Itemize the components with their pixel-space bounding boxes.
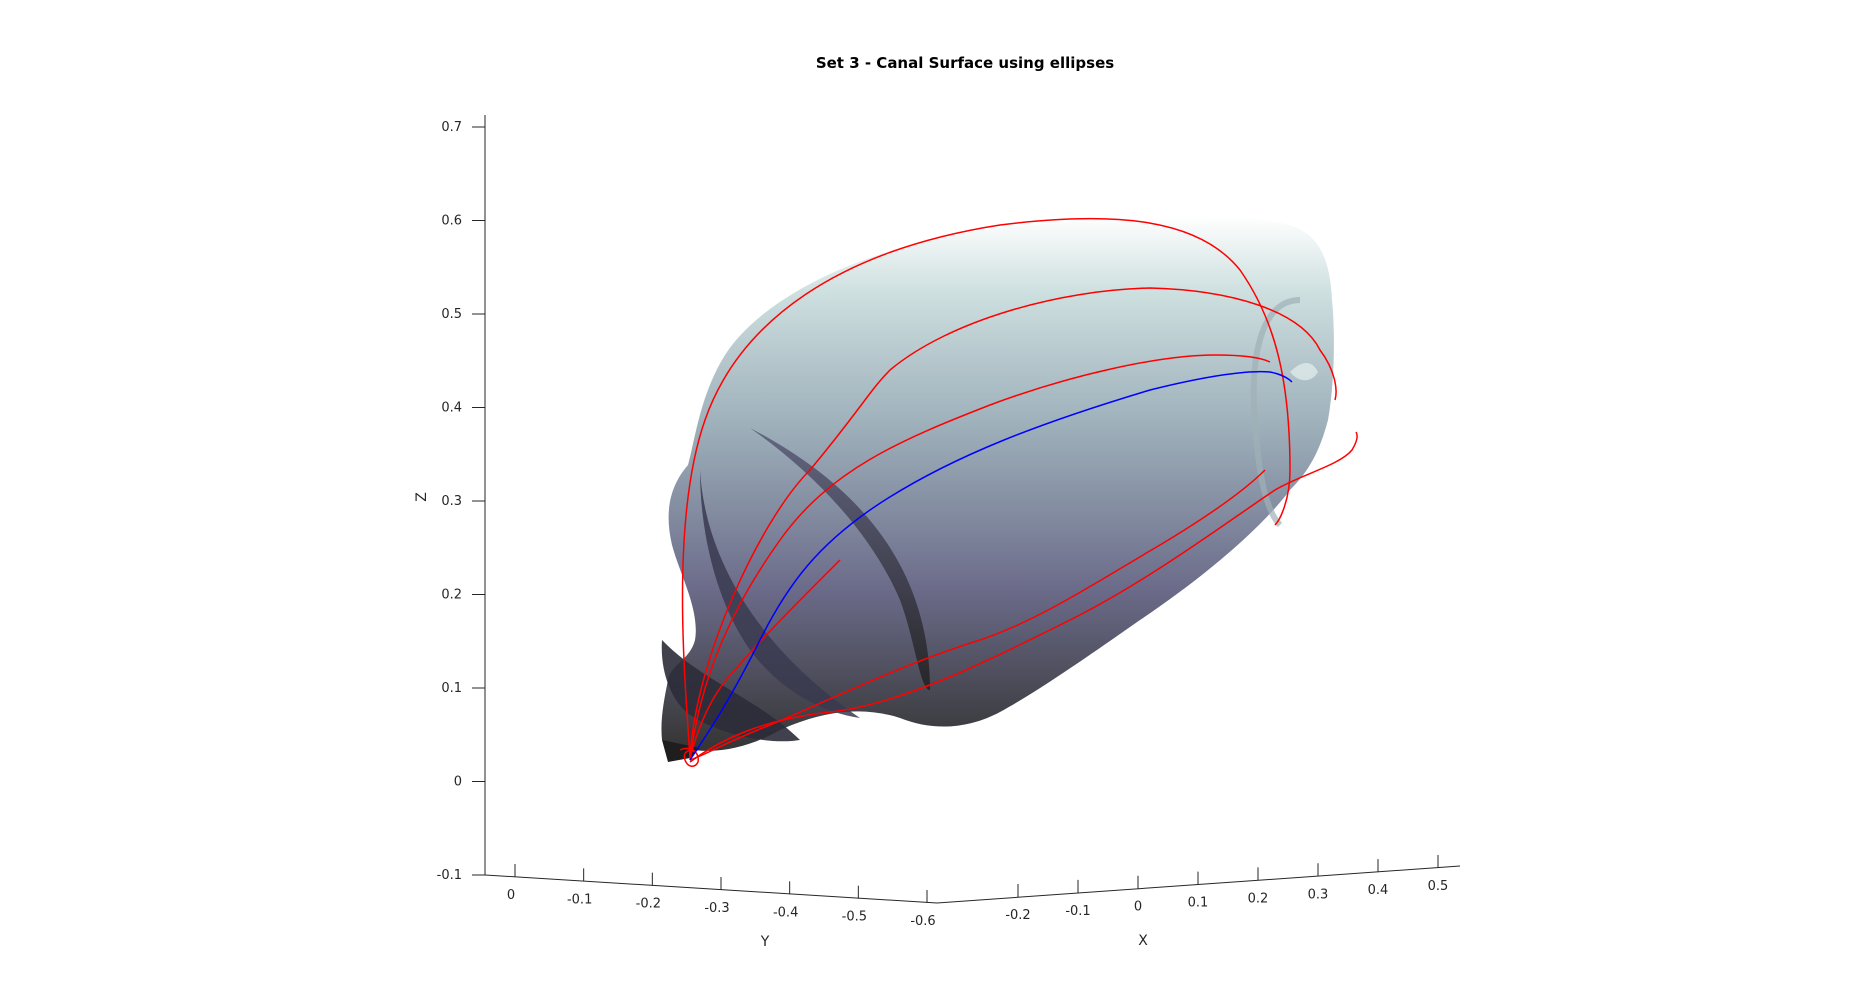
z-tick-label: 0.4: [441, 401, 462, 416]
y-axis-line: [484, 874, 938, 904]
y-tick-label: -0.3: [704, 901, 729, 916]
surface-end-cap: [1290, 363, 1318, 381]
z-axis-label: Z: [414, 492, 430, 502]
x-tick-label: 0: [1134, 900, 1142, 915]
boundary-curve-6: [689, 559, 841, 759]
z-tick-label: 0.6: [441, 214, 462, 229]
boundary-curve-2: [689, 287, 1337, 759]
boundary-curve-1: [681, 217, 1291, 759]
x-axis-label: X: [1138, 933, 1148, 949]
y-tick-label: -0.4: [773, 905, 798, 920]
surface-ribbon-1: [750, 428, 930, 690]
y-tick-label: -0.6: [910, 914, 935, 929]
z-tick-label: 0.5: [441, 307, 462, 322]
spine-curve: [689, 370, 1293, 761]
z-ticks: -0.1 0 0.1 0.2 0.3 0.4 0.5 0.6 0.7: [437, 120, 485, 883]
y-tick-label: 0: [507, 888, 515, 903]
z-tick-label: 0.3: [441, 494, 462, 509]
z-tick-label: -0.1: [437, 868, 462, 883]
surface-body: [661, 215, 1334, 751]
x-tick-label: -0.1: [1065, 904, 1090, 919]
axes: -0.1 0 0.1 0.2 0.3 0.4 0.5 0.6 0.7 0 -0.1 -0.2 -0.3…: [437, 115, 1461, 929]
z-tick-label: 0.2: [441, 588, 462, 603]
y-tick-label: -0.1: [567, 892, 592, 907]
y-tick-label: -0.5: [842, 910, 867, 925]
x-tick-label: 0.3: [1308, 887, 1329, 902]
boundary-curves: [679, 217, 1358, 767]
x-tick-label: 0.4: [1368, 883, 1389, 898]
x-ticks: -0.2 -0.1 0 0.1 0.2 0.3 0.4 0.5: [1005, 855, 1448, 923]
boundary-curve-3: [689, 354, 1271, 761]
y-ticks: 0 -0.1 -0.2 -0.3 -0.4 -0.5 -0.6: [507, 864, 936, 929]
surface-end-ring: [1250, 297, 1301, 528]
boundary-curve-5: [689, 469, 1266, 761]
surface-ribbon-3: [661, 640, 800, 742]
chart-title: Set 3 - Canal Surface using ellipses: [816, 54, 1114, 72]
boundary-curve-4: [689, 431, 1358, 763]
z-tick-label: 0.1: [441, 681, 462, 696]
x-tick-label: 0.2: [1248, 891, 1269, 906]
y-axis-label: Y: [760, 934, 770, 950]
z-tick-label: 0.7: [441, 120, 462, 135]
x-tick-label: -0.2: [1005, 908, 1030, 923]
canal-surface: [661, 215, 1334, 762]
boundary-tip-loop: [679, 747, 699, 767]
surface-ribbon-2: [700, 470, 860, 718]
x-tick-label: 0.5: [1428, 879, 1449, 894]
x-tick-label: 0.1: [1188, 896, 1209, 911]
z-tick-label: 0: [454, 775, 462, 790]
y-tick-label: -0.2: [636, 897, 661, 912]
